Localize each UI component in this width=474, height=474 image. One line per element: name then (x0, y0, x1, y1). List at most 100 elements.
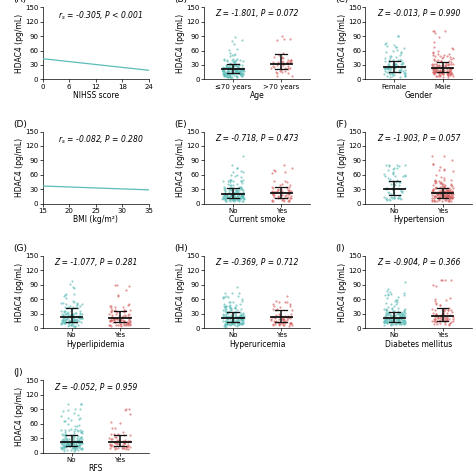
Point (123, 445, 130, 453)
Point (385, 319, 393, 326)
Point (237, 168, 245, 175)
Point (60, 441, 67, 449)
Point (435, 66, 442, 74)
Point (125, 319, 132, 327)
Point (69, 54, 77, 61)
Point (70, 438, 78, 446)
Point (121, 312, 129, 319)
Point (227, 311, 234, 319)
Point (430, 69, 438, 77)
Point (288, 321, 296, 328)
Point (279, 49, 287, 57)
Point (44, 59, 51, 67)
Point (228, 69, 236, 76)
Point (110, 315, 118, 323)
Point (229, 319, 237, 327)
Point (384, 65, 392, 73)
Point (59, 57, 66, 65)
Point (392, 60, 399, 67)
Point (108, 173, 115, 181)
Point (283, 194, 291, 202)
Point (448, 44, 456, 52)
Point (81, 183, 89, 191)
Point (448, 70, 456, 78)
Point (63, 301, 70, 308)
Point (70, 316, 77, 323)
Point (86, 175, 94, 182)
Point (400, 319, 408, 327)
Point (283, 314, 291, 321)
Point (440, 191, 447, 198)
Point (57, 60, 64, 68)
Point (448, 156, 456, 164)
Point (268, 197, 276, 204)
X-axis label: NIHSS score: NIHSS score (73, 91, 119, 100)
Point (382, 54, 389, 62)
Point (400, 320, 408, 328)
Point (64, 185, 72, 192)
Point (73, 441, 80, 448)
Point (447, 193, 455, 201)
Point (382, 312, 389, 319)
Point (59, 183, 66, 191)
Point (446, 54, 454, 61)
Point (387, 317, 395, 325)
Point (439, 180, 447, 188)
Point (237, 183, 245, 191)
Point (75, 317, 83, 325)
Point (70, 409, 78, 417)
Point (287, 192, 294, 200)
Point (389, 56, 397, 64)
Point (63, 294, 70, 302)
Point (230, 51, 238, 59)
Point (78, 310, 86, 318)
Point (438, 315, 446, 323)
Point (440, 183, 448, 191)
Point (228, 320, 235, 328)
Point (428, 187, 436, 194)
Point (95, 159, 103, 167)
Point (380, 322, 388, 329)
Point (384, 290, 392, 297)
Point (53, 60, 61, 67)
Point (226, 304, 234, 311)
Point (59, 314, 67, 322)
Point (221, 193, 229, 201)
Point (386, 288, 394, 296)
Point (428, 152, 436, 159)
Point (108, 441, 115, 449)
Point (395, 320, 403, 328)
Point (219, 70, 227, 78)
Point (123, 318, 130, 326)
Point (388, 317, 396, 324)
Point (273, 297, 280, 304)
Point (393, 314, 401, 322)
Point (232, 69, 240, 76)
Point (225, 184, 233, 191)
Point (438, 192, 446, 200)
Point (235, 312, 243, 320)
Point (430, 317, 438, 325)
Point (237, 314, 244, 322)
Point (64, 322, 72, 329)
Point (61, 310, 69, 318)
Point (57, 444, 65, 452)
Point (120, 318, 128, 325)
Point (107, 436, 114, 443)
Point (234, 69, 242, 76)
Point (392, 44, 400, 51)
Point (221, 303, 229, 310)
Point (237, 319, 245, 327)
Text: Z = -1.077, P = 0.281: Z = -1.077, P = 0.281 (54, 258, 137, 267)
Point (390, 307, 397, 314)
Point (228, 73, 236, 81)
Point (51, 55, 58, 63)
Point (67, 442, 74, 449)
Point (82, 185, 90, 193)
Point (86, 184, 94, 192)
Point (229, 195, 237, 202)
Point (273, 188, 281, 195)
Point (443, 52, 451, 59)
Point (276, 181, 284, 189)
Point (71, 181, 78, 189)
